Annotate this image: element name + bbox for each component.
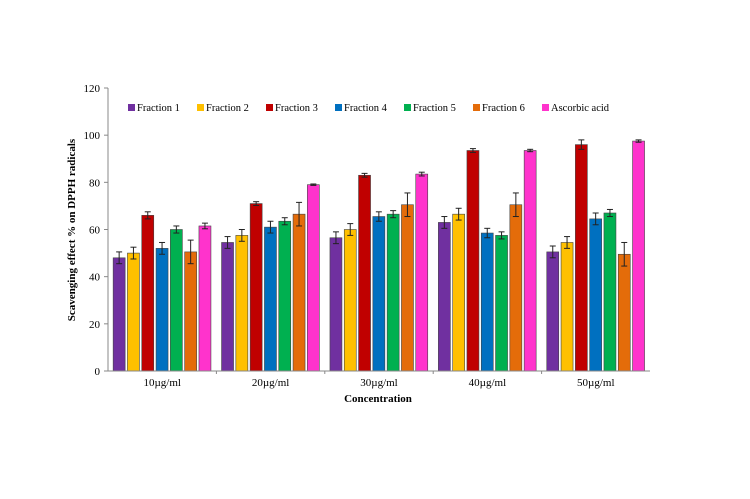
legend-swatch (128, 104, 135, 111)
y-tick-label: 120 (84, 83, 101, 95)
bar (249, 203, 263, 372)
bar (264, 226, 277, 372)
y-tick-label: 20 (89, 319, 101, 331)
legend-swatch (197, 104, 204, 111)
bar (155, 248, 169, 372)
legend-label: Fraction 2 (206, 103, 249, 114)
bar (372, 216, 386, 372)
x-tick-label: 20µg/ml (252, 377, 290, 389)
legend-label: Fraction 5 (413, 103, 456, 114)
bar (438, 222, 451, 372)
bar (184, 251, 197, 372)
y-tick-label: 100 (84, 130, 101, 142)
bar (480, 232, 494, 372)
legend-swatch (335, 104, 342, 111)
y-axis-label: Scavenging effect % on DPPH radicals (66, 138, 78, 321)
legend-swatch (542, 104, 549, 111)
bar (617, 253, 631, 372)
bar (589, 218, 602, 372)
bar (495, 235, 508, 372)
bar (307, 184, 320, 372)
bar (401, 204, 414, 372)
x-tick-label: 30µg/ml (360, 377, 398, 389)
bar (170, 229, 183, 372)
bar (141, 215, 155, 372)
bar (603, 212, 617, 372)
bar (198, 225, 212, 372)
bar (466, 150, 480, 372)
bar (358, 174, 371, 372)
bar (386, 213, 400, 372)
legend-label: Fraction 1 (137, 103, 180, 114)
legend-swatch (404, 104, 411, 111)
x-tick-label: 10µg/ml (143, 377, 181, 389)
bar (235, 235, 249, 372)
legend-label: Fraction 4 (344, 103, 388, 114)
bar (278, 220, 292, 372)
bar (509, 204, 523, 372)
legend-swatch (266, 104, 273, 111)
legend-swatch (473, 104, 480, 111)
x-tick-label: 40µg/ml (469, 377, 507, 389)
bar (127, 252, 140, 372)
bar (329, 237, 343, 372)
y-tick-label: 60 (89, 225, 101, 237)
bar (221, 242, 234, 372)
bar (343, 229, 357, 372)
bar (575, 144, 588, 372)
legend-label: Fraction 3 (275, 103, 318, 114)
bar (546, 251, 560, 372)
x-axis-label: Concentration (344, 393, 412, 405)
y-tick-label: 0 (95, 366, 101, 378)
bar (415, 173, 429, 372)
legend-label: Ascorbic acid (551, 103, 610, 114)
y-tick-label: 80 (89, 177, 101, 189)
bar (292, 213, 306, 372)
bar (632, 140, 645, 372)
legend-label: Fraction 6 (482, 103, 525, 114)
x-tick-label: 50µg/ml (577, 377, 615, 389)
y-tick-label: 40 (89, 272, 101, 284)
bar (560, 242, 574, 372)
bar (523, 150, 537, 372)
bar (112, 257, 126, 372)
bar (452, 213, 465, 372)
